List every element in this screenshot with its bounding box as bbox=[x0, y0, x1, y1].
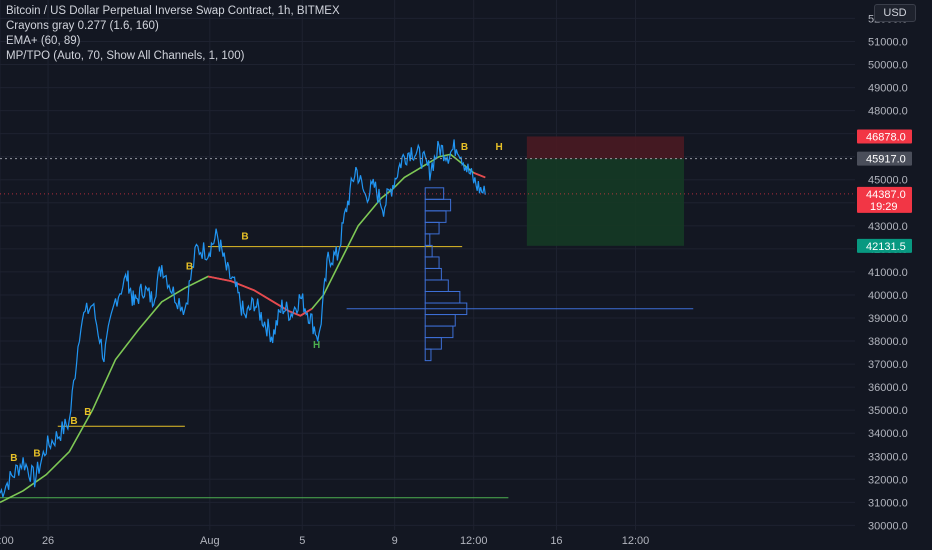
price-tag-label: 46878.0 bbox=[866, 131, 906, 143]
profile-bar bbox=[424, 233, 431, 246]
x-tick-label: 9 bbox=[392, 535, 398, 547]
signal-marker: B bbox=[70, 416, 77, 427]
position-zones bbox=[526, 136, 684, 246]
profile-bar bbox=[424, 221, 440, 235]
profile-bar bbox=[424, 267, 442, 281]
countdown-label: 19:29 bbox=[870, 201, 898, 213]
y-tick-label: 43000.0 bbox=[868, 221, 908, 233]
profile-bar bbox=[424, 325, 454, 339]
y-tick-label: 33000.0 bbox=[868, 451, 908, 463]
ema-red-line bbox=[207, 275, 313, 317]
y-tick-label: 45000.0 bbox=[868, 175, 908, 187]
volume-profile bbox=[424, 187, 468, 362]
signal-marker: B bbox=[10, 453, 17, 464]
profile-bar bbox=[424, 337, 442, 350]
profile-bar bbox=[424, 210, 447, 223]
profile-bar bbox=[424, 279, 449, 293]
dotted-price-lines bbox=[0, 158, 855, 195]
y-tick-label: 32000.0 bbox=[868, 474, 908, 486]
y-tick-label: 35000.0 bbox=[868, 405, 908, 417]
price-tags: 46878.0 45917.0 44387.019:29 42131.5 bbox=[857, 129, 912, 253]
indicator-mptpo[interactable]: MP/TPO (Auto, 70, Show All Channels, 1, … bbox=[6, 50, 245, 62]
price-tag bbox=[857, 129, 912, 144]
x-tick-label: 22:00 bbox=[0, 535, 14, 547]
chart-legend: Bitcoin / US Dollar Perpetual Inverse Sw… bbox=[6, 4, 340, 64]
y-tick-label: 49000.0 bbox=[868, 83, 908, 95]
y-tick-label: 51000.0 bbox=[868, 36, 908, 48]
signal-marker: B bbox=[461, 142, 468, 153]
y-tick-label: 40000.0 bbox=[868, 290, 908, 302]
signal-marker: B bbox=[84, 407, 91, 418]
ema-green-line bbox=[0, 153, 486, 504]
y-tick-label: 50000.0 bbox=[868, 60, 908, 72]
profile-bar bbox=[424, 244, 433, 258]
signal-marker: H bbox=[313, 340, 320, 351]
profile-bar bbox=[424, 187, 445, 200]
price-tag-label: 42131.5 bbox=[866, 241, 906, 253]
y-tick-label: 34000.0 bbox=[868, 428, 908, 440]
indicator-crayons[interactable]: Crayons gray 0.277 (1.6, 160) bbox=[6, 20, 159, 32]
price-tag bbox=[857, 238, 912, 253]
grid bbox=[0, 0, 855, 530]
x-tick-label: 12:00 bbox=[622, 535, 650, 547]
price-tag-label: 45917.0 bbox=[866, 154, 906, 166]
price-tag bbox=[857, 151, 912, 166]
y-tick-label: 38000.0 bbox=[868, 336, 908, 348]
profile-bar bbox=[424, 256, 440, 269]
signal-marker: B bbox=[186, 262, 193, 273]
profile-bar bbox=[424, 291, 461, 304]
signal-marker: B bbox=[33, 448, 40, 459]
profile-bar bbox=[424, 314, 456, 327]
y-tick-label: 39000.0 bbox=[868, 313, 908, 325]
symbol-title[interactable]: Bitcoin / US Dollar Perpetual Inverse Sw… bbox=[6, 5, 340, 17]
profile-bar bbox=[424, 348, 432, 362]
y-tick-label: 36000.0 bbox=[868, 382, 908, 394]
time-axis: 22:00 26 Aug 5 9 12:00 16 12:00 bbox=[0, 535, 649, 547]
y-tick-label: 31000.0 bbox=[868, 497, 908, 509]
profile-bar bbox=[424, 198, 452, 212]
stop-loss-zone bbox=[526, 136, 684, 159]
x-tick-label: 16 bbox=[550, 535, 562, 547]
ema-line bbox=[0, 153, 486, 504]
signal-marker: B bbox=[241, 232, 248, 243]
price-line bbox=[0, 139, 486, 498]
y-tick-label: 37000.0 bbox=[868, 359, 908, 371]
price-tag-label: 44387.0 bbox=[866, 189, 906, 201]
price-tag bbox=[857, 186, 912, 213]
price-axis: 30000.0 31000.0 32000.0 33000.0 34000.0 35000… bbox=[868, 13, 908, 532]
price-series-line bbox=[0, 139, 486, 498]
ema-red-tail bbox=[473, 171, 486, 179]
x-tick-label: 12:00 bbox=[460, 535, 488, 547]
take-profit-zone bbox=[526, 158, 684, 246]
y-tick-label: 41000.0 bbox=[868, 267, 908, 279]
level-lines bbox=[0, 246, 694, 499]
y-tick-label: 30000.0 bbox=[868, 520, 908, 532]
x-tick-label: Aug bbox=[200, 535, 220, 547]
x-tick-label: 5 bbox=[299, 535, 305, 547]
currency-button[interactable]: USD bbox=[874, 4, 916, 22]
signal-marker: H bbox=[496, 142, 503, 153]
y-tick-label: 48000.0 bbox=[868, 106, 908, 118]
x-tick-label: 26 bbox=[42, 535, 54, 547]
indicator-ema[interactable]: EMA+ (60, 89) bbox=[6, 35, 81, 47]
